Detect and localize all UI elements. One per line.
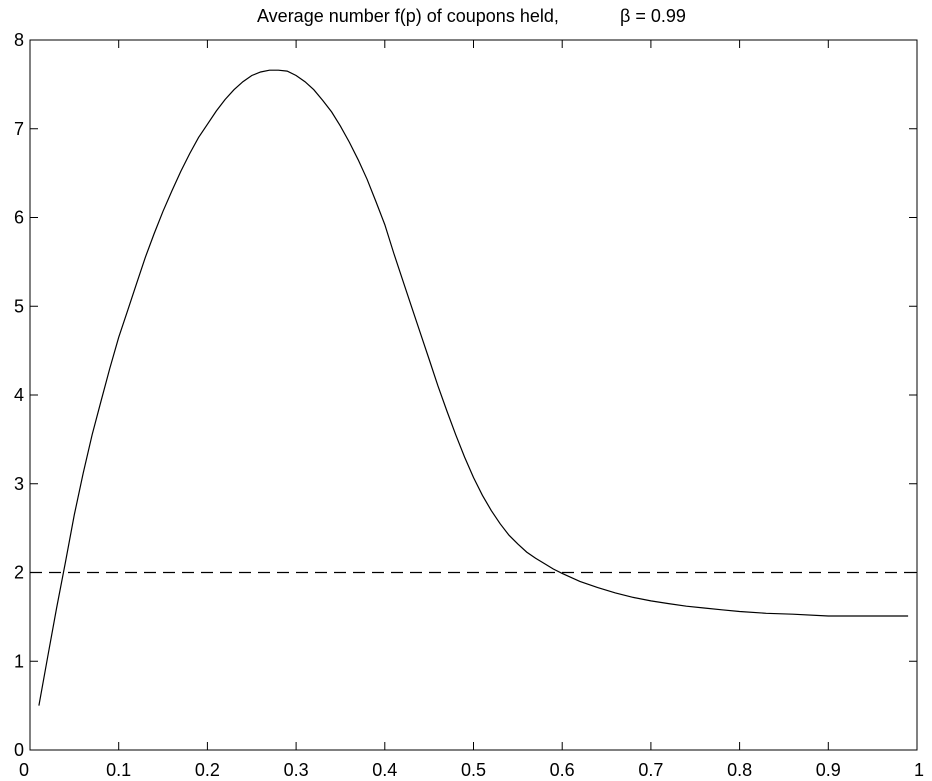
x-tick-label: 0.5 [461, 760, 486, 780]
y-tick-label: 4 [14, 385, 24, 405]
y-tick-label: 1 [14, 651, 24, 671]
y-tick-label: 6 [14, 208, 24, 228]
axis-tick-labels: 0 0.1 0.2 0.3 0.4 0.5 0.6 0.7 0.8 0.9 1 0 1 2 3 4 5 6 7 8 [14, 30, 924, 780]
x-tick-label: 1 [914, 760, 924, 780]
x-tick-label: 0.1 [106, 760, 131, 780]
chart-title-overlay: β = 0.99 [620, 6, 686, 26]
x-tick-label: 0.3 [284, 760, 309, 780]
y-tick-label: 5 [14, 296, 24, 316]
x-tick-label: 0.2 [195, 760, 220, 780]
y-tick-label: 3 [14, 474, 24, 494]
series-layer [30, 69, 917, 706]
y-tick-label: 2 [14, 563, 24, 583]
plot-frame [29, 39, 918, 751]
x-tick-label: 0.9 [816, 760, 841, 780]
x-tick-label: 0.4 [372, 760, 397, 780]
x-tick-label: 0.6 [550, 760, 575, 780]
plot-background [30, 40, 917, 750]
y-tick-label: 0 [14, 740, 24, 760]
series-line [38, 69, 909, 706]
y-tick-label: 8 [14, 30, 24, 50]
y-tick-label: 7 [14, 119, 24, 139]
x-tick-label: 0 [19, 760, 29, 780]
x-tick-label: 0.7 [638, 760, 663, 780]
chart-title: Average number f(p) of coupons held, [257, 6, 559, 26]
x-tick-label: 0.8 [727, 760, 752, 780]
